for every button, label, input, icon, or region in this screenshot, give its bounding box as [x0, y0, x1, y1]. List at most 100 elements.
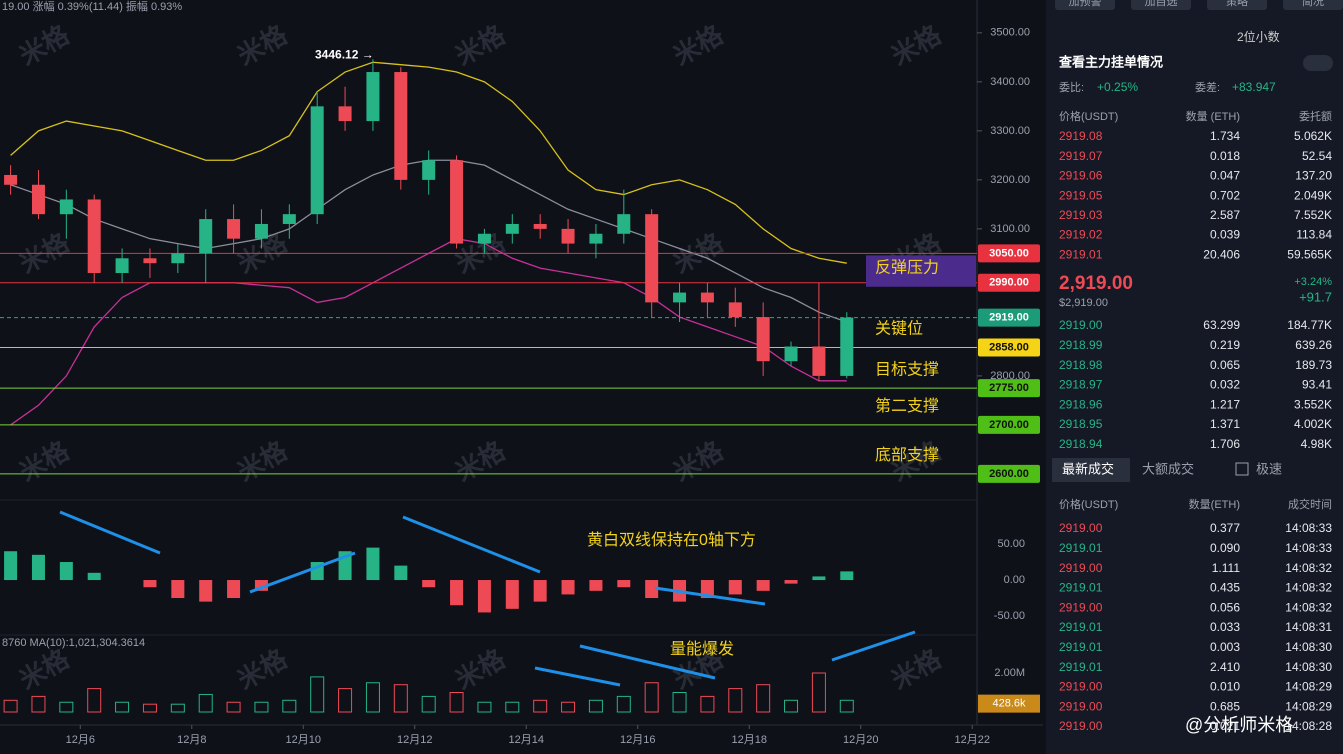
volume-bar	[338, 688, 353, 713]
volume-bar	[310, 676, 325, 713]
volume-bar	[3, 699, 18, 713]
candle-body	[115, 258, 129, 273]
macd-tick-label: -50.00	[994, 610, 1025, 622]
volume-bar	[644, 682, 659, 713]
ask-cell: 2919.06	[1059, 169, 1103, 183]
button[interactable]	[1283, 0, 1343, 10]
toggle[interactable]	[1303, 55, 1333, 71]
candle-body	[645, 214, 659, 303]
candle-body	[171, 253, 185, 264]
level-label: 2600.00	[989, 468, 1029, 480]
x-tick-label: 12月8	[177, 734, 206, 746]
book-header: 委托额	[1299, 109, 1332, 123]
volume-tick-label: 2.00M	[994, 667, 1025, 679]
trade-qty: 0.033	[1210, 620, 1240, 634]
macd-bar	[505, 580, 519, 609]
change-pct: +3.24%	[1294, 276, 1332, 288]
checkbox[interactable]	[1235, 462, 1249, 476]
macd-bar	[700, 580, 714, 599]
candle-body	[784, 346, 798, 362]
book-header: 数量 (ETH)	[1186, 110, 1240, 123]
x-tick-label: 12月10	[286, 734, 321, 746]
x-tick-label: 12月6	[66, 734, 95, 746]
trade-time: 14:08:29	[1285, 699, 1332, 713]
candle-body	[87, 199, 101, 273]
tab-active[interactable]	[1052, 458, 1130, 482]
bid-cell: 0.219	[1210, 338, 1240, 352]
button-label[interactable]: 加预警	[1069, 0, 1102, 8]
ask-cell: 2919.05	[1059, 188, 1103, 202]
peak-label: 3446.12 →	[315, 47, 374, 61]
macd-bar	[533, 580, 547, 602]
level-label: 2858.00	[989, 341, 1029, 353]
candle-body	[840, 317, 854, 376]
trade-header: 成交时间	[1288, 497, 1332, 511]
ratio-value: +0.25%	[1097, 80, 1138, 94]
candle-body	[477, 233, 491, 244]
level-box	[978, 308, 1040, 327]
ask-cell: 2919.07	[1059, 149, 1103, 163]
volume-last-box	[978, 694, 1040, 713]
tab[interactable]: 大额成交	[1142, 461, 1194, 476]
trade-qty: 1.111	[1212, 561, 1241, 575]
bid-cell: 93.41	[1302, 378, 1332, 392]
level-note: 反弹压力	[875, 258, 939, 276]
ask-cell: 0.039	[1210, 228, 1240, 242]
arrow	[831, 630, 916, 662]
level-note: 第二支撑	[875, 397, 939, 415]
ask-cell: 59.565K	[1287, 247, 1332, 261]
trade-qty: 0.377	[1210, 521, 1240, 535]
volume-bar	[588, 699, 603, 713]
bid-cell: 63.299	[1203, 318, 1240, 332]
tab[interactable]: 极速	[1256, 461, 1282, 476]
macd-bar	[394, 565, 408, 581]
ask-cell: 2919.01	[1059, 247, 1103, 261]
volume-bar	[839, 699, 854, 713]
bid-cell: 2918.99	[1059, 338, 1103, 352]
volume-bar	[365, 682, 380, 713]
chart-bg	[0, 0, 1043, 754]
trade-price: 2919.00	[1059, 600, 1103, 614]
level-label: 2990.00	[989, 277, 1029, 289]
depth-link[interactable]: 查看主力挂单情况	[1058, 54, 1163, 69]
macd-bar	[589, 580, 603, 591]
tab[interactable]: 最新成交	[1062, 461, 1114, 476]
volume-ma: 8760 MA(10):1,021,304.3614	[2, 637, 145, 649]
bid-cell: 0.065	[1210, 358, 1240, 372]
candle-body	[505, 223, 519, 234]
macd-bar	[422, 580, 436, 588]
macd-bar	[87, 572, 101, 581]
trade-time: 14:08:33	[1285, 541, 1332, 555]
note-box	[866, 255, 976, 287]
arrow	[249, 551, 356, 594]
decimals[interactable]: 2位小数	[1237, 29, 1280, 44]
macd-bar	[227, 580, 241, 599]
button-label[interactable]: 简况	[1302, 0, 1324, 8]
volume-bar	[226, 701, 241, 713]
level-label: 3050.00	[989, 247, 1029, 259]
macd-bar	[477, 580, 491, 613]
trade-time: 14:08:32	[1285, 581, 1332, 595]
band-line	[10, 61, 847, 264]
button[interactable]	[1055, 0, 1115, 10]
volume-bar	[616, 695, 631, 713]
trade-price: 2919.01	[1059, 640, 1103, 654]
bid-cell: 0.032	[1210, 378, 1240, 392]
trade-price: 2919.00	[1059, 521, 1103, 535]
bid-cell: 2918.94	[1059, 437, 1103, 451]
bid-cell: 189.73	[1295, 358, 1332, 372]
macd-bar	[31, 554, 45, 581]
volume-bar	[115, 701, 130, 713]
trade-header: 数量(ETH)	[1189, 498, 1240, 511]
button-label[interactable]: 策略	[1226, 0, 1248, 8]
y-tick-label: 2800.00	[990, 370, 1030, 382]
button[interactable]	[1207, 0, 1267, 10]
volume-bar	[142, 703, 157, 713]
bid-cell: 4.98K	[1301, 437, 1332, 451]
bid-cell: 2918.97	[1059, 378, 1103, 392]
macd-bar	[617, 580, 631, 588]
diff-value: +83.947	[1232, 80, 1276, 94]
button-label[interactable]: 加自选	[1145, 0, 1178, 8]
button[interactable]	[1131, 0, 1191, 10]
